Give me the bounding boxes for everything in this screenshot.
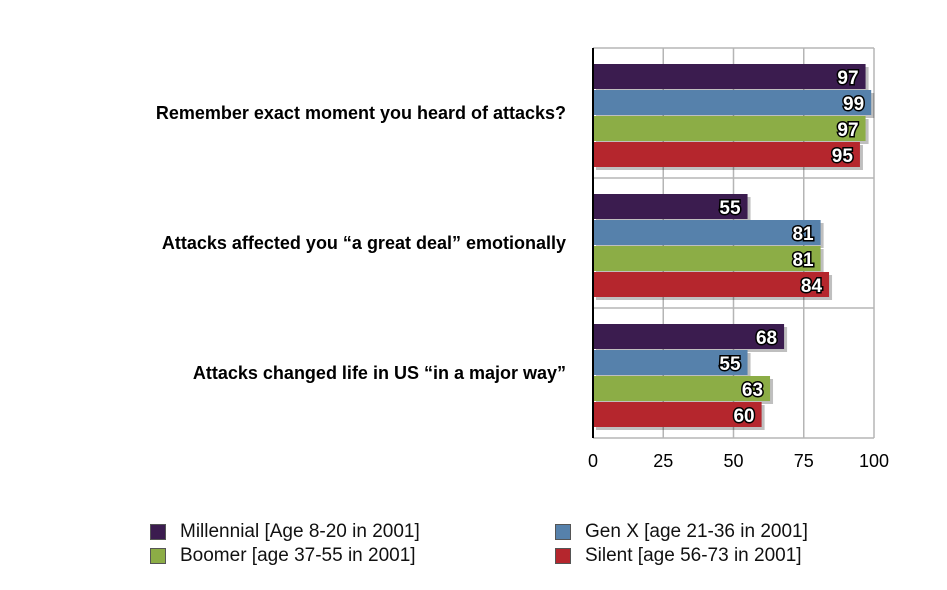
data-label: 55 <box>719 354 741 375</box>
data-label: 68 <box>756 328 777 349</box>
data-label: 81 <box>792 250 814 271</box>
legend-swatch-boomer <box>150 548 166 564</box>
bar-3-cat-3 <box>593 376 771 401</box>
x-tick-label: 50 <box>723 451 743 471</box>
category-label-2: Attacks affected you “a great deal” emot… <box>162 233 566 253</box>
data-label: 63 <box>742 380 763 401</box>
bar-1-cat-2 <box>593 194 748 219</box>
legend-item-millennial: Millennial [Age 8-20 in 2001] <box>150 520 420 544</box>
legend-label-silent: Silent [age 56-73 in 2001] <box>585 545 802 566</box>
x-tick-label: 100 <box>859 451 889 471</box>
data-label: 97 <box>837 68 858 89</box>
legend-swatch-gen-x <box>555 524 571 540</box>
bar-4-cat-3 <box>593 402 762 427</box>
legend-label-boomer: Boomer [age 37-55 in 2001] <box>180 545 416 566</box>
x-tick-label: 0 <box>588 451 598 471</box>
data-label: 60 <box>733 406 754 427</box>
legend-swatch-millennial <box>150 524 166 540</box>
x-tick-label: 75 <box>794 451 814 471</box>
legend-item-boomer: Boomer [age 37-55 in 2001] <box>150 544 416 568</box>
bar-3-cat-1 <box>593 116 866 141</box>
legend: Millennial [Age 8-20 in 2001] Gen X [age… <box>150 520 870 572</box>
bar-4-cat-1 <box>593 142 860 167</box>
data-label: 99 <box>843 94 864 115</box>
labels: 97 99 97 95 Remember exact moment you heard … <box>156 67 889 472</box>
data-label: 81 <box>792 224 814 245</box>
category-label-1: Remember exact moment you heard of attac… <box>156 103 566 123</box>
legend-item-silent: Silent [age 56-73 in 2001] <box>555 544 802 568</box>
legend-label-gen-x: Gen X [age 21-36 in 2001] <box>585 521 808 542</box>
category-label-3: Attacks changed life in US “in a major w… <box>193 363 566 383</box>
bars <box>593 64 875 430</box>
legend-label-millennial: Millennial [Age 8-20 in 2001] <box>180 521 420 542</box>
bar-2-cat-3 <box>593 350 748 375</box>
bar-1-cat-1 <box>593 64 866 89</box>
bar-4-cat-2 <box>593 272 830 297</box>
bar-2-cat-2 <box>593 220 821 245</box>
data-label: 55 <box>719 198 741 219</box>
legend-swatch-silent <box>555 548 571 564</box>
x-tick-label: 25 <box>653 451 673 471</box>
bar-2-cat-1 <box>593 90 872 115</box>
legend-item-gen-x: Gen X [age 21-36 in 2001] <box>555 520 808 544</box>
data-label: 84 <box>801 276 823 297</box>
bar-1-cat-3 <box>593 324 785 349</box>
data-label: 97 <box>837 120 858 141</box>
bar-3-cat-2 <box>593 246 821 271</box>
data-label: 95 <box>832 146 854 167</box>
